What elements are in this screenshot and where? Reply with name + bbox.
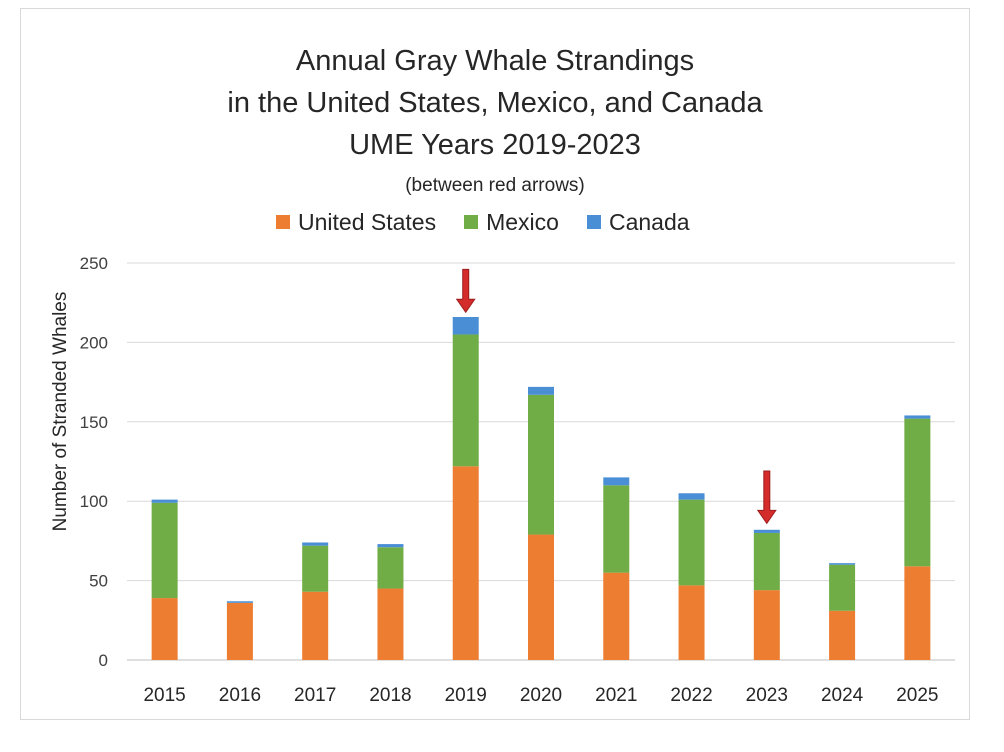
y-tick-label: 200 [80,333,108,352]
bar-united-states-2022 [678,585,705,660]
red-arrow-2023 [756,470,777,525]
x-tick-label: 2019 [445,685,487,706]
bar-united-states-2018 [377,588,404,660]
y-tick-label: 0 [99,651,108,670]
chart-subtitle: (between red arrows) [405,175,585,196]
chart-legend: United States Mexico Canada [276,207,718,237]
legend-label-united-states: United States [298,208,437,235]
bar-mexico-2019 [452,334,479,467]
red-arrow-2019 [455,268,476,314]
x-tick-label: 2023 [746,685,788,706]
bar-united-states-2023 [753,590,780,660]
x-tick-label: 2025 [896,685,938,706]
bar-united-states-2021 [603,572,630,660]
bar-united-states-2019 [452,466,479,660]
x-tick-label: 2022 [670,685,712,706]
legend-item-canada: Canada [586,208,690,236]
bar-canada-2016 [226,601,253,603]
x-tick-label: 2020 [520,685,562,706]
y-tick-label: 100 [80,492,108,511]
bar-canada-2015 [151,499,178,503]
bar-canada-2017 [302,542,329,546]
bar-mexico-2022 [678,499,705,586]
bar-canada-2020 [528,386,554,395]
bar-mexico-2023 [753,532,780,591]
legend-swatch-mexico [464,215,479,229]
chart-title-line-1: Annual Gray Whale Strandings [295,45,695,77]
bar-mexico-2021 [603,485,630,573]
bar-canada-2024 [829,563,856,565]
legend-swatch-canada [586,215,601,229]
bar-united-states-2020 [528,534,554,660]
chart-frame [20,8,970,720]
legend-label-canada: Canada [608,208,690,235]
y-axis-label: Number of Stranded Whales [50,292,71,532]
bar-canada-2025 [904,415,931,419]
bar-mexico-2025 [904,418,931,567]
bar-united-states-2015 [151,598,178,660]
x-tick-label: 2017 [294,685,336,706]
x-tick-label: 2021 [595,685,637,706]
x-tick-label: 2018 [369,685,411,706]
bar-mexico-2020 [528,394,554,535]
bar-canada-2023 [753,529,780,533]
bar-united-states-2024 [829,610,856,660]
bar-mexico-2017 [302,545,329,592]
bar-canada-2019 [452,316,479,335]
legend-item-mexico: Mexico [464,209,559,236]
x-tick-label: 2024 [821,685,864,706]
legend-swatch-united-states [276,215,290,229]
bar-canada-2021 [603,477,630,486]
bar-mexico-2015 [151,502,178,599]
bar-canada-2018 [377,544,404,548]
legend-label-mexico: Mexico [486,208,559,235]
y-tick-label: 50 [89,572,108,591]
bar-united-states-2025 [904,566,931,660]
bar-united-states-2016 [226,602,253,660]
x-tick-label: 2016 [219,685,261,706]
y-tick-label: 250 [80,254,108,273]
x-tick-label: 2015 [143,685,185,706]
bar-mexico-2024 [829,564,856,611]
legend-item-united-states: United States [276,209,436,236]
chart-title-line-3: UME Years 2019-2023 [349,129,641,161]
chart-title-line-2: in the United States, Mexico, and Canada [227,87,763,119]
bar-united-states-2017 [302,591,329,660]
bar-canada-2022 [678,493,705,500]
bar-mexico-2018 [377,547,404,589]
y-tick-label: 150 [80,413,108,432]
